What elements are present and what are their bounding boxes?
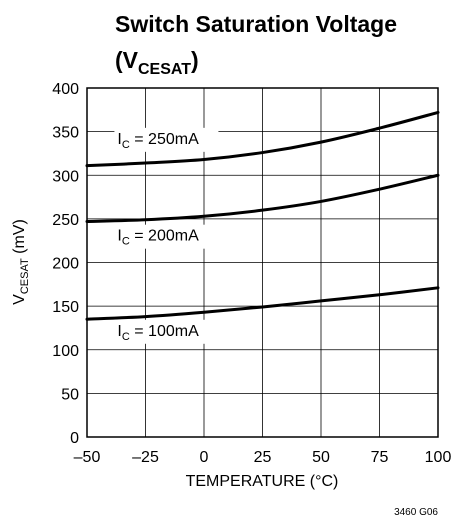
chart-title-line2: (VCESAT) (115, 47, 199, 78)
series-label-main: I (117, 323, 121, 340)
series-label-2: IC = 100mA (117, 323, 199, 343)
y-tick-label: 50 (61, 386, 79, 403)
series-label-sub: C (122, 236, 130, 248)
chart-title-open: (V (115, 47, 139, 73)
series-label-1: IC = 200mA (117, 228, 199, 248)
figure-footnote: 3460 G06 (394, 507, 438, 518)
x-tick-label: 100 (425, 449, 452, 466)
y-axis-label-main: V (11, 294, 28, 305)
series-label-0: IC = 250mA (117, 131, 199, 151)
y-tick-label: 250 (52, 212, 79, 229)
y-tick-label: 100 (52, 343, 79, 360)
chart-title-close: ) (191, 47, 199, 73)
series-line-1 (85, 173, 440, 223)
x-axis-label: TEMPERATURE (°C) (186, 473, 339, 490)
series-line-2 (85, 286, 440, 321)
x-tick-labels: –50 –25 0 25 50 75 100 (74, 449, 452, 466)
series-line-0 (85, 110, 440, 168)
series-label-sub: C (122, 139, 130, 151)
series-label-rest: = 200mA (130, 228, 199, 245)
chart-title-sub: CESAT (138, 61, 191, 78)
x-tick-label: 25 (254, 449, 272, 466)
x-tick-label: 0 (200, 449, 209, 466)
series-label-rest: = 250mA (130, 131, 199, 148)
y-tick-label: 350 (52, 125, 79, 142)
y-tick-labels: 0 50 100 150 200 250 300 350 400 (52, 81, 79, 447)
plot-frame (86, 87, 439, 438)
x-tick-label: –25 (132, 449, 159, 466)
series-label-rest: = 100mA (130, 323, 199, 340)
series-label-main: I (117, 228, 121, 245)
chart-title-line1: Switch Saturation Voltage (115, 11, 397, 37)
x-tick-label: –50 (74, 449, 101, 466)
x-tick-label: 75 (371, 449, 389, 466)
series-label-background (114, 319, 219, 344)
y-axis-label-rest: (mV) (11, 219, 28, 258)
y-tick-label: 400 (52, 81, 79, 98)
y-axis-label: VCESAT (mV) (11, 219, 31, 305)
y-tick-label: 200 (52, 256, 79, 273)
series-label-background (114, 224, 219, 249)
x-tick-label: 50 (312, 449, 330, 466)
series-label-main: I (117, 131, 121, 148)
series-label-sub: C (122, 331, 130, 343)
series-label-background (114, 127, 219, 152)
y-tick-label: 0 (70, 430, 79, 447)
grid (86, 87, 439, 438)
y-tick-label: 300 (52, 168, 79, 185)
y-tick-label: 150 (52, 299, 79, 316)
y-axis-label-sub: CESAT (19, 258, 31, 294)
